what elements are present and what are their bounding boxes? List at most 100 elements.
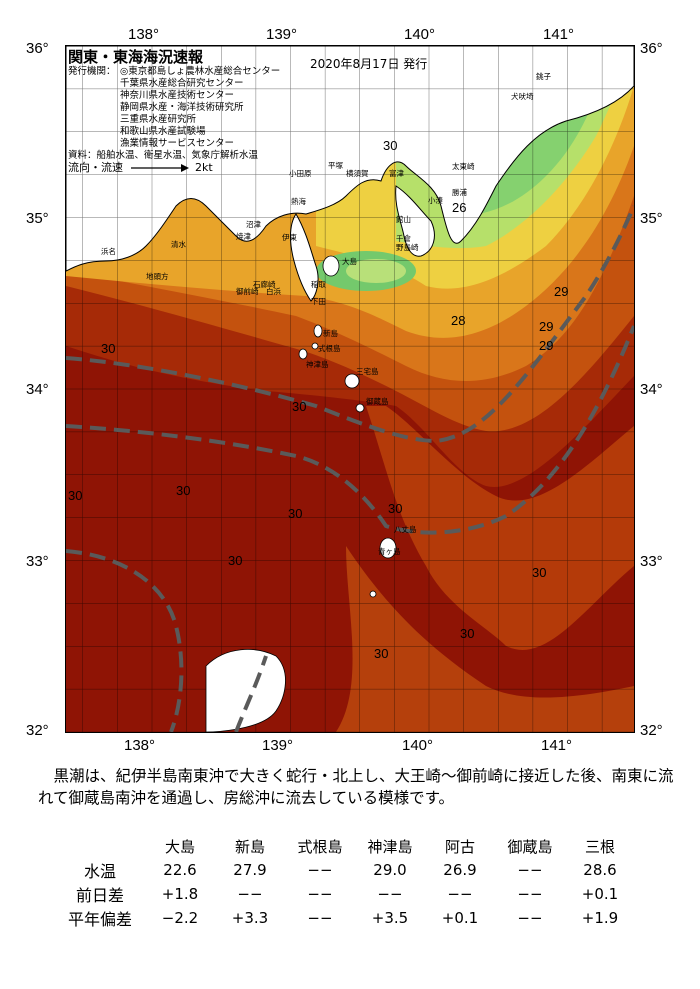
lat-label-left-32: 32° (26, 722, 49, 739)
sea-layer-south-brown (336, 546, 634, 732)
contour-label: 29 (539, 319, 554, 334)
island-miyakejima (344, 373, 360, 389)
table-cell: +3.5 (371, 909, 409, 927)
place-label: 沼津 (246, 220, 261, 229)
table-cell: +1.9 (581, 909, 619, 927)
table-row: 水温 22.6 27.9 −− 29.0 26.9 −− 28.6 (55, 858, 635, 882)
place-label: 小湊 (428, 196, 443, 205)
column-header: 御蔵島 (507, 838, 553, 856)
table-cell: −− (307, 885, 333, 903)
place-label: 大島 (342, 257, 357, 266)
island-niijima (313, 324, 323, 338)
island-oshima (322, 255, 340, 277)
column-header: 三根 (584, 838, 615, 856)
map-title: 関東・東海海況速報 (68, 48, 204, 66)
contour-label: 30 (228, 553, 243, 568)
contour-label: 28 (451, 313, 466, 328)
issuer: 静岡県水産・海洋技術研究所 (120, 102, 244, 113)
column-header: 阿古 (444, 838, 475, 856)
table-cell: −− (237, 885, 263, 903)
issuer: 神奈川県水産技術センター (120, 90, 235, 101)
flow-legend: 流向・流速 2kt (68, 162, 280, 174)
place-label: 熱海 (291, 197, 306, 206)
place-label: 犬吠埼 (511, 92, 534, 101)
lon-label-top-141: 141° (543, 26, 575, 43)
contour-label: 29 (539, 338, 554, 353)
table-header-row: 大島 新島 式根島 神津島 阿古 御蔵島 三根 (55, 835, 635, 858)
table-cell: +1.8 (161, 885, 199, 903)
contour-label: 30 (374, 646, 389, 661)
place-label: 御蔵島 (366, 397, 389, 406)
kuroshio-path (66, 205, 634, 732)
lat-label-right-34: 34° (640, 381, 663, 398)
place-label: 勝浦 (452, 188, 467, 197)
place-label: 伊東 (282, 233, 297, 242)
place-label: 新島 (323, 329, 338, 338)
table-cell: −− (307, 861, 333, 879)
contour-label: 30 (176, 483, 191, 498)
island-kozushima (298, 348, 308, 360)
table-cell: −− (447, 885, 473, 903)
station-stats-table: 大島 新島 式根島 神津島 阿古 御蔵島 三根 水温 22.6 27.9 −− … (55, 835, 635, 930)
place-label: 清水 (171, 240, 186, 249)
contour-label: 29 (554, 284, 569, 299)
map-canvas (66, 46, 634, 732)
lat-label-left-36: 36° (26, 40, 49, 57)
table-cell: −− (377, 885, 403, 903)
table-cell: 22.6 (163, 861, 197, 879)
place-label: 下田 (311, 297, 326, 306)
lat-label-right-36: 36° (640, 40, 663, 57)
lon-label-bottom-140: 140° (402, 737, 434, 754)
row-label: 平年偏差 (67, 910, 132, 929)
land-honshu (66, 46, 634, 272)
lat-label-right-35: 35° (640, 210, 663, 227)
table-cell: 28.6 (583, 861, 617, 879)
data-source: 資料：船舶水温、衛星水温、気象庁解析水温 (68, 150, 259, 161)
issuer: ◎東京都島しょ農林水産総合センター (120, 66, 281, 77)
place-label: 富津 (389, 169, 404, 178)
flow-arrow-icon (131, 164, 189, 172)
table-cell: +3.3 (231, 909, 269, 927)
place-label: 白浜 (266, 287, 281, 296)
flow-scale: 2kt (195, 161, 213, 174)
lon-label-bottom-138: 138° (124, 737, 156, 754)
table-cell: −− (307, 909, 333, 927)
issuer-list: ◎東京都島しょ農林水産総合センター 千葉県水産総合研究センター 神奈川県水産技術… (120, 66, 280, 150)
contour-label: 30 (383, 138, 398, 153)
no-data-patch (205, 649, 286, 732)
land-boso (395, 185, 435, 257)
place-label: 浜名 (101, 247, 116, 256)
issue-date: 2020年8月17日 発行 (310, 57, 428, 71)
place-label: 焼津 (236, 232, 251, 241)
place-label: 平塚 (328, 161, 343, 170)
place-label: 横須賀 (346, 169, 369, 178)
island-hachijojima (379, 537, 397, 559)
lon-label-top-138: 138° (128, 26, 160, 43)
island-aogashima (369, 590, 377, 598)
table-cell: 29.0 (373, 861, 407, 879)
column-header: 神津島 (367, 838, 413, 856)
contour-label: 30 (288, 506, 303, 521)
lon-label-top-139: 139° (266, 26, 298, 43)
place-label: 八丈島 (394, 525, 417, 534)
sea-layer-30b (366, 406, 634, 650)
map-legend: 関東・東海海況速報 発行機関： ◎東京都島しょ農林水産総合センター 千葉県水産総… (68, 48, 280, 174)
place-label: 千倉 (396, 234, 411, 243)
sagami-bay-core (346, 259, 406, 283)
flow-label: 流向・流速 (68, 161, 123, 174)
contour-label: 26 (452, 200, 467, 215)
place-label: 銚子 (536, 72, 551, 81)
table-cell: 26.9 (443, 861, 477, 879)
place-label: 御前崎 (236, 287, 259, 296)
lat-label-right-33: 33° (640, 553, 663, 570)
table-cell: −− (517, 909, 543, 927)
izu-islands (298, 255, 397, 598)
contour-label: 30 (68, 488, 83, 503)
place-label: 石廊崎 (253, 280, 276, 289)
place-label: 太東崎 (452, 162, 475, 171)
table-cell: +0.1 (581, 885, 619, 903)
table-cell: +0.1 (441, 909, 479, 927)
kuroshio-description: 黒潮は、紀伊半島南東沖で大きく蛇行・北上し、大王崎～御前崎に接近した後、南東に流… (38, 767, 674, 807)
place-label: 式根島 (318, 344, 341, 353)
issuer: 和歌山県水産試験場 (120, 126, 206, 137)
